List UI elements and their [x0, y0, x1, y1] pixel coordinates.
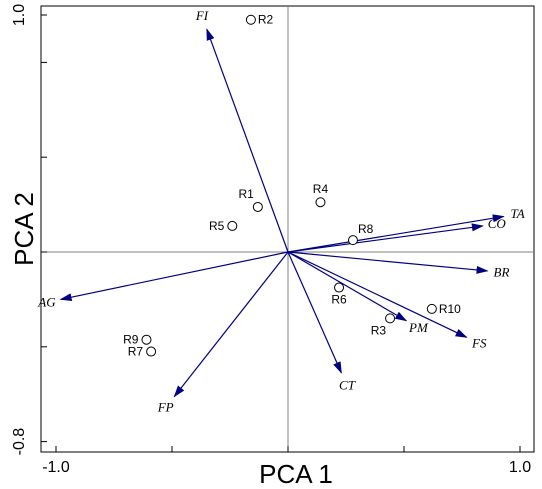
vector-label: FI [195, 8, 209, 23]
observation-point [146, 346, 157, 357]
vector-label: FP [157, 400, 174, 415]
observation-label: R6 [331, 293, 347, 307]
observation-label: R7 [128, 345, 144, 359]
observation-label: R3 [371, 323, 387, 337]
observation-point [315, 197, 326, 208]
vector-ct [287, 251, 342, 374]
observation-point [334, 282, 345, 293]
observation-label: R9 [123, 333, 139, 347]
observation-label: R8 [358, 222, 374, 236]
tick-marks [41, 14, 521, 452]
vector-ta [287, 214, 505, 253]
vector-ag [59, 251, 289, 302]
observation-point [245, 14, 256, 25]
observation-points: R1 R2 R3 R4 R5 R6 R7 R8 R9 R10 [123, 13, 461, 359]
vector-label: FS [471, 335, 487, 350]
vector-fp [173, 251, 289, 398]
observation-point [426, 303, 437, 314]
x-axis-title: PCA 1 [259, 459, 333, 489]
vector-fi [206, 28, 289, 253]
observation-label: R5 [209, 219, 225, 233]
observation-label: R10 [439, 302, 461, 316]
observation-point [141, 334, 152, 345]
x-tick-label: 1.0 [509, 459, 531, 476]
y-tick-label: 1.0 [11, 4, 28, 26]
y-tick-label: -0.8 [11, 428, 28, 456]
vector-br [287, 251, 489, 274]
observation-point [227, 220, 238, 231]
y-axis-title: PCA 2 [9, 192, 39, 266]
observation-point [385, 313, 396, 324]
observation-point [347, 235, 358, 246]
observation-point [252, 201, 263, 212]
vector-label: BR [494, 264, 510, 279]
vector-label: TA [510, 206, 524, 221]
vector-co [287, 223, 484, 253]
vector-pm [287, 251, 408, 322]
vector-label: AG [37, 294, 56, 309]
observation-label: R1 [238, 187, 254, 201]
vector-fs [287, 251, 468, 338]
x-tick-label: -1.0 [42, 459, 70, 476]
vector-label: CO [488, 216, 507, 231]
vector-label: CT [339, 378, 356, 393]
vector-label: PM [408, 320, 429, 335]
observation-label: R4 [313, 182, 329, 196]
observation-label: R2 [258, 13, 274, 27]
